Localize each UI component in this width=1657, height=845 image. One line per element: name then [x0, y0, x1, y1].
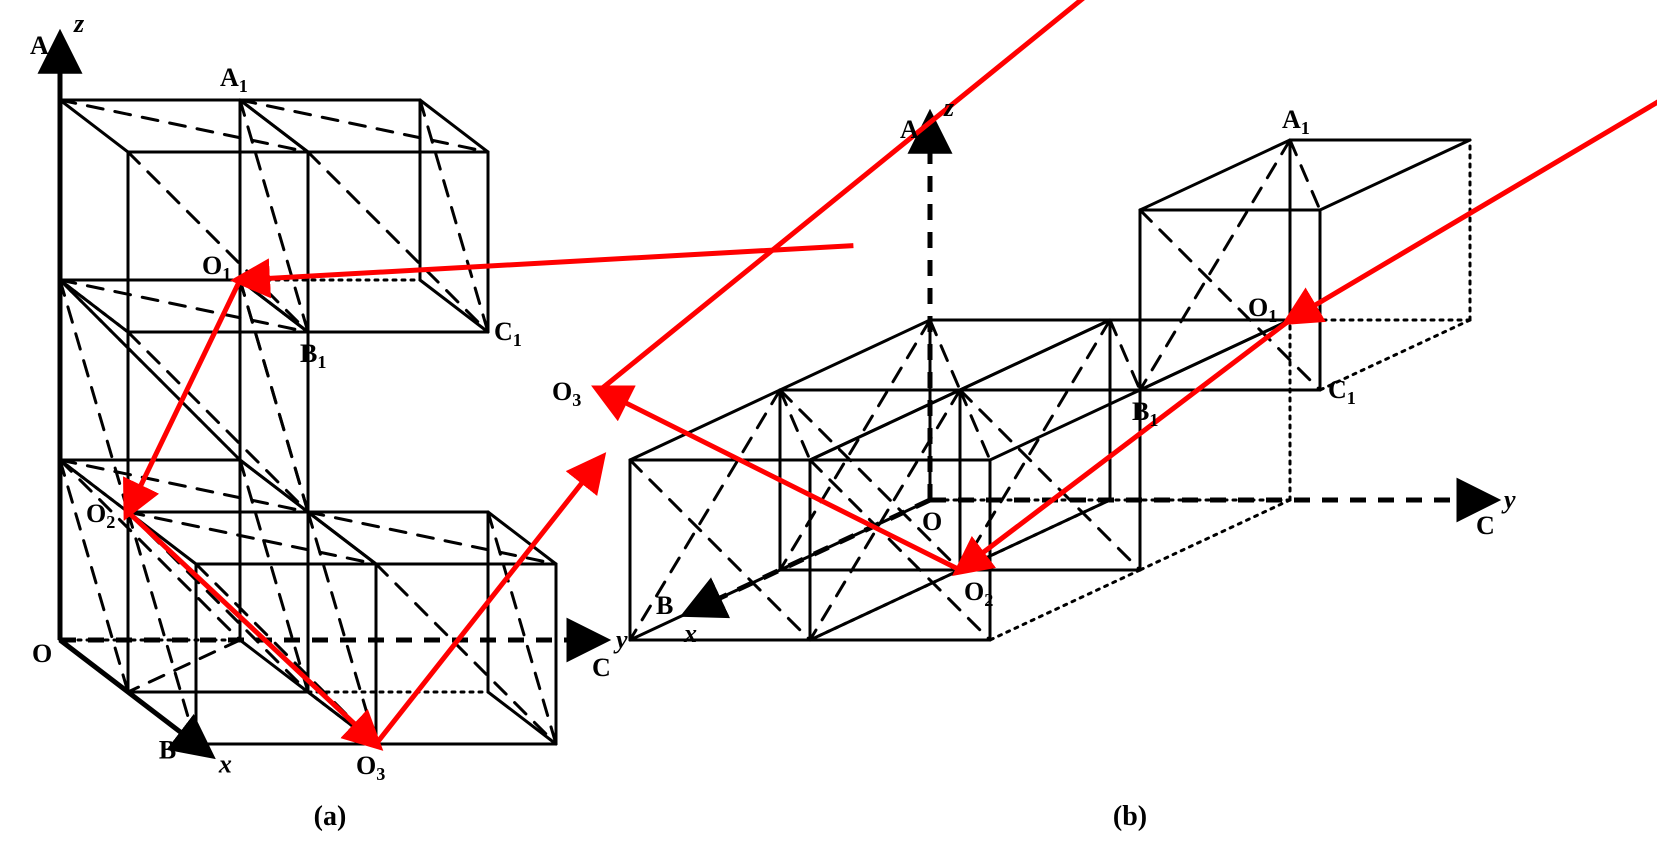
panel-a: OzAyCxBA1O1B1C1O2O3 [30, 9, 853, 784]
svg-text:B1: B1 [300, 339, 326, 372]
svg-text:C: C [592, 653, 611, 682]
svg-text:O1: O1 [202, 251, 231, 284]
svg-text:y: y [613, 625, 628, 654]
svg-text:O3: O3 [356, 751, 385, 784]
svg-text:O3: O3 [552, 377, 581, 410]
svg-text:x: x [218, 749, 232, 778]
panel-b: OzAyCxBA1O1B1C1O2O3 [552, 0, 1657, 648]
svg-text:O2: O2 [86, 499, 115, 532]
svg-text:C1: C1 [494, 317, 522, 350]
svg-text:y: y [1501, 485, 1516, 514]
caption-a: (a) [314, 801, 347, 832]
svg-text:z: z [943, 93, 955, 122]
svg-text:z: z [73, 9, 85, 38]
svg-text:O: O [922, 507, 942, 536]
svg-text:O1: O1 [1248, 293, 1277, 326]
svg-text:A: A [900, 115, 919, 144]
svg-text:x: x [683, 619, 697, 648]
svg-text:A: A [30, 31, 49, 60]
svg-text:B1: B1 [1132, 397, 1158, 430]
svg-text:B: B [159, 735, 176, 764]
svg-text:C1: C1 [1328, 375, 1356, 408]
svg-text:B: B [656, 591, 673, 620]
svg-text:C: C [1476, 511, 1495, 540]
svg-text:A1: A1 [220, 63, 248, 96]
diagram-svg: OzAyCxBA1O1B1C1O2O3 OzAyCxBA1O1B1C1O2O3 … [0, 0, 1657, 845]
caption-b: (b) [1113, 801, 1147, 832]
svg-text:O: O [32, 639, 52, 668]
svg-text:A1: A1 [1282, 105, 1310, 138]
